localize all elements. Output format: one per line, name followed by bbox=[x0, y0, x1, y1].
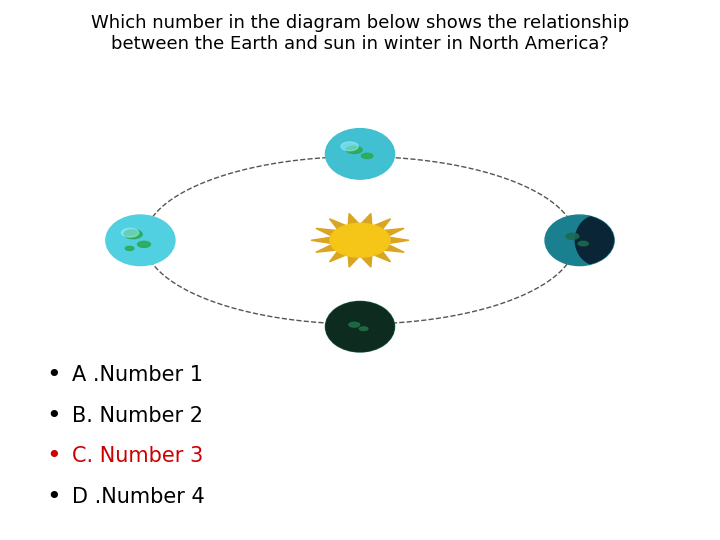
Ellipse shape bbox=[122, 228, 139, 237]
Ellipse shape bbox=[106, 215, 175, 266]
Ellipse shape bbox=[566, 233, 579, 239]
Text: B. Number 2: B. Number 2 bbox=[72, 406, 203, 426]
Ellipse shape bbox=[346, 146, 362, 153]
Text: •: • bbox=[47, 363, 61, 387]
Ellipse shape bbox=[349, 322, 360, 327]
Text: •: • bbox=[47, 404, 61, 428]
Text: Which number in the diagram below shows the relationship: Which number in the diagram below shows … bbox=[91, 14, 629, 31]
Text: between the Earth and sun in winter in North America?: between the Earth and sun in winter in N… bbox=[111, 35, 609, 53]
Ellipse shape bbox=[330, 224, 390, 257]
Ellipse shape bbox=[359, 327, 368, 330]
Text: 1: 1 bbox=[115, 235, 122, 245]
Text: A .Number 1: A .Number 1 bbox=[72, 365, 203, 386]
Ellipse shape bbox=[138, 241, 150, 247]
Ellipse shape bbox=[341, 142, 359, 151]
Text: C. Number 3: C. Number 3 bbox=[72, 446, 203, 467]
Ellipse shape bbox=[545, 215, 614, 266]
Text: 4: 4 bbox=[356, 334, 364, 343]
Text: D .Number 4: D .Number 4 bbox=[72, 487, 204, 507]
Polygon shape bbox=[311, 213, 409, 267]
Ellipse shape bbox=[125, 246, 134, 251]
Ellipse shape bbox=[124, 230, 142, 239]
Text: 2: 2 bbox=[356, 137, 364, 147]
Ellipse shape bbox=[305, 301, 422, 352]
Text: •: • bbox=[47, 444, 61, 468]
Ellipse shape bbox=[361, 153, 373, 159]
Ellipse shape bbox=[325, 301, 395, 352]
Text: 3: 3 bbox=[598, 235, 605, 245]
Text: •: • bbox=[47, 485, 61, 509]
Ellipse shape bbox=[578, 241, 588, 246]
Ellipse shape bbox=[325, 129, 395, 179]
Ellipse shape bbox=[575, 215, 622, 266]
